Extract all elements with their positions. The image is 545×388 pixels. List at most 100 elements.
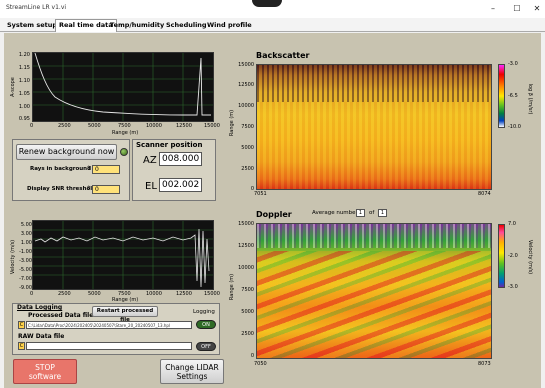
processed-label: Processed Data file [28,312,94,319]
doppler-scale-label: Velocity (m/s) [527,239,533,275]
of-field[interactable]: 1 [378,209,387,217]
velocity-xticks: 0 2500 5000 7500 10000 12500 15000 [26,291,221,299]
rays-label: Rays in background [30,166,92,172]
doppler-noise [257,224,491,249]
maximize-button[interactable]: ☐ [513,4,521,13]
average-field[interactable]: 1 [356,209,365,217]
raw-browse-icon[interactable]: C [18,342,25,350]
ascope-svg [33,52,213,121]
background-status-led [120,148,128,156]
rays-stepper-icon[interactable]: ⇕ [86,165,92,172]
renew-background-button[interactable]: Renew background now [16,144,117,160]
backscatter-colorbar [498,64,505,128]
doppler-ytick: 0 [250,353,254,359]
backscatter-ytick: 2500 [241,166,254,172]
doppler-ytick: 15000 [238,221,254,227]
backscatter-ytick: 10000 [238,103,254,109]
ascope-xticks: 0 2500 5000 7500 10000 12500 15000 [26,123,221,131]
raw-off-toggle[interactable]: OFF [196,342,216,351]
ascope-ytick: 1.15 [18,65,30,71]
doppler-ytick: 10000 [238,265,254,271]
backscatter-yticks: 15000 12500 10000 7500 5000 2500 0 [234,62,254,192]
change-lidar-settings-button[interactable]: Change LIDAR Settings [160,359,224,384]
velocity-xtick: 12500 [176,291,192,297]
scanner-title: Scanner position [136,141,203,149]
doppler-title: Doppler [256,210,292,219]
logging-title: Data Logging [17,304,63,311]
ascope-xtick: 7500 [118,123,131,129]
backscatter-ytick: 15000 [238,62,254,68]
el-label: EL [145,181,157,192]
velocity-ytick: -3.00 [19,258,32,264]
tab-wind-profile[interactable]: Wind profile [207,21,252,29]
tab-system-setup[interactable]: System setup [7,21,58,29]
ascope-grid [33,53,213,121]
backscatter-scale-tick: -3.0 [508,61,518,67]
velocity-ytick: 3.00 [20,231,32,237]
backscatter-ytick: 0 [250,186,254,192]
doppler-ytick: 7500 [241,287,254,293]
raw-path-field[interactable] [26,342,192,350]
backscatter-scale-label: log β (/m/sr) [527,83,533,115]
restart-processed-button[interactable]: Restart processed file [92,306,158,323]
close-button[interactable]: ✕ [533,4,541,13]
velocity-svg [33,221,213,289]
tab-real-time-data[interactable]: Real time data [55,19,117,32]
doppler-ytick: 5000 [241,309,254,315]
stop-line2: software [28,372,62,381]
tab-bar: System setup Real time data Temp/humidit… [0,18,545,32]
window-title: StreamLine LR v1.vi [6,4,67,11]
change-line2: Settings [176,372,208,381]
velocity-yticks: 5.00 3.00 1.00 -1.00 -3.00 -5.00 -7.00 -… [14,222,32,294]
snr-label: Display SNR threshold [27,186,97,192]
stop-software-button[interactable]: STOP software [13,359,77,384]
velocity-xtick: 5000 [88,291,101,297]
doppler-ytick: 12500 [238,243,254,249]
logging-on-toggle[interactable]: ON [196,320,216,329]
snr-stepper-icon[interactable]: ⇕ [86,185,92,192]
backscatter-heatmap [256,64,492,190]
velocity-plot [32,220,214,290]
backscatter-scale-tick: -10.0 [508,124,521,130]
ascope-ytick: 1.00 [18,104,30,110]
tab-temp-humidity[interactable]: Temp/humidity [110,21,165,29]
doppler-colorbar [498,224,505,288]
doppler-heatmap [256,223,492,359]
el-field[interactable]: 002.002 [159,178,202,192]
ascope-xtick: 12500 [176,123,192,129]
average-label: Average number [312,210,358,216]
backscatter-texture [257,102,491,189]
change-line1: Change LIDAR [165,363,219,372]
doppler-scale-tick: 7.0 [508,221,516,227]
velocity-grid [33,221,213,289]
doppler-yticks: 15000 12500 10000 7500 5000 2500 0 [234,221,254,361]
processed-browse-icon[interactable]: C [18,321,25,329]
az-field[interactable]: 008.000 [159,152,202,166]
ascope-ytick: 0.95 [18,116,30,122]
velocity-xlabel: Range (m) [112,297,139,303]
camera-notch [252,0,282,7]
ascope-yticks: 1.20 1.15 1.10 1.05 1.00 0.95 [14,52,30,122]
ascope-xtick: 0 [30,123,34,129]
minimize-button[interactable]: – [491,4,495,13]
backscatter-ytick: 7500 [241,124,254,130]
velocity-xtick: 15000 [204,291,220,297]
ascope-xtick: 5000 [88,123,101,129]
rays-input[interactable]: 0 [92,165,120,174]
snr-input[interactable]: 0 [92,185,120,194]
logging-label: Logging [193,309,215,315]
backscatter-scale-tick: -6.5 [508,93,518,99]
ascope-xtick: 10000 [146,123,162,129]
velocity-ytick: 1.00 [20,240,32,246]
processed-path-field[interactable]: C:\Lidar\Data\Proc\2024\202405\20240507\… [26,321,192,329]
doppler-scale-tick: -3.0 [508,284,518,290]
az-label: AZ [143,155,157,166]
ascope-xtick: 2500 [58,123,71,129]
velocity-xtick: 0 [30,291,34,297]
tab-scheduling[interactable]: Scheduling [166,21,207,29]
of-label: of [369,210,375,216]
backscatter-title: Backscatter [256,51,310,60]
backscatter-x-end: 8074 [478,191,491,197]
stop-line1: STOP [35,363,55,372]
ascope-xtick: 15000 [204,123,220,129]
